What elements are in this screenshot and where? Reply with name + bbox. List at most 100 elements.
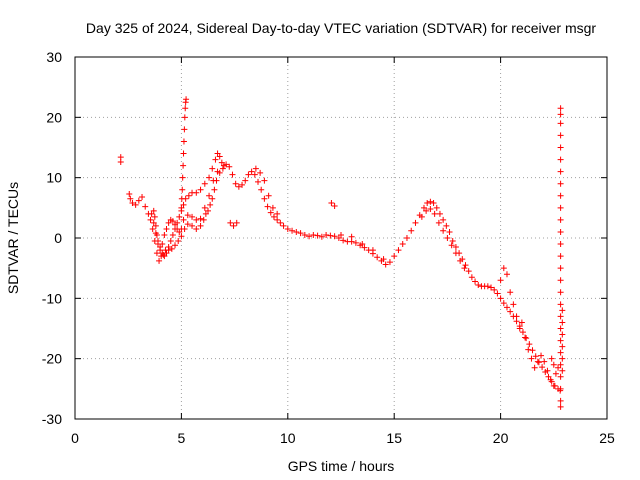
data-point bbox=[408, 228, 414, 234]
data-point bbox=[242, 178, 248, 184]
data-point bbox=[553, 371, 559, 377]
data-point bbox=[558, 404, 564, 410]
data-point bbox=[494, 291, 500, 297]
data-point bbox=[328, 200, 334, 206]
data-point bbox=[514, 313, 520, 319]
data-point bbox=[498, 295, 504, 301]
data-point bbox=[559, 307, 565, 313]
data-point bbox=[164, 226, 170, 232]
data-point bbox=[522, 335, 528, 341]
data-point bbox=[209, 166, 215, 172]
x-axis-label: GPS time / hours bbox=[288, 458, 395, 474]
data-point bbox=[538, 353, 544, 359]
data-point bbox=[211, 187, 217, 193]
data-point bbox=[255, 179, 261, 185]
data-point bbox=[249, 169, 255, 175]
data-point bbox=[152, 214, 158, 220]
data-point bbox=[126, 191, 132, 197]
data-point bbox=[453, 250, 459, 256]
data-point bbox=[349, 234, 355, 240]
data-point bbox=[274, 217, 280, 223]
data-point bbox=[139, 194, 145, 200]
data-point bbox=[434, 205, 440, 211]
data-point bbox=[558, 350, 564, 356]
y-tick-label: -10 bbox=[42, 290, 62, 306]
data-point bbox=[424, 200, 430, 206]
data-point bbox=[209, 196, 215, 202]
data-point bbox=[549, 356, 555, 362]
data-point bbox=[261, 196, 267, 202]
y-tick-label: -30 bbox=[42, 411, 62, 427]
data-point bbox=[258, 187, 264, 193]
chart: 0 5 10 15 20 25-30-20-100102030 Day 325 of 20… bbox=[0, 0, 640, 480]
data-point bbox=[461, 265, 467, 271]
data-point bbox=[210, 178, 216, 184]
x-tick-label: 10 bbox=[280, 430, 296, 446]
data-point bbox=[142, 204, 148, 210]
data-point bbox=[136, 198, 142, 204]
data-point bbox=[504, 271, 510, 277]
axis-ticks: 0 5 10 15 20 25-30-20-100102030 bbox=[42, 49, 615, 446]
data-point bbox=[252, 172, 258, 178]
data-point bbox=[257, 170, 263, 176]
data-point bbox=[504, 304, 510, 310]
data-point bbox=[558, 217, 564, 223]
data-point bbox=[427, 199, 433, 205]
data-point bbox=[277, 220, 283, 226]
data-point bbox=[234, 220, 240, 226]
data-point bbox=[265, 204, 271, 210]
data-point bbox=[281, 223, 287, 229]
data-point bbox=[558, 313, 564, 319]
data-point bbox=[507, 309, 513, 315]
data-point bbox=[507, 289, 513, 295]
data-point bbox=[520, 329, 526, 335]
data-point bbox=[558, 326, 564, 332]
data-point bbox=[558, 145, 564, 151]
y-axis-label: SDTVAR / TECUs bbox=[5, 182, 21, 294]
data-point bbox=[558, 265, 564, 271]
data-point bbox=[558, 120, 564, 126]
data-point bbox=[558, 398, 564, 404]
data-point bbox=[558, 229, 564, 235]
data-point bbox=[206, 193, 212, 199]
data-point bbox=[212, 157, 218, 163]
data-point bbox=[559, 356, 565, 362]
data-point bbox=[558, 105, 564, 111]
y-tick-label: -20 bbox=[42, 351, 62, 367]
data-point bbox=[181, 151, 187, 157]
data-point bbox=[193, 190, 199, 196]
data-point bbox=[207, 202, 213, 208]
x-tick-label: 5 bbox=[178, 430, 186, 446]
data-point bbox=[437, 211, 443, 217]
data-point bbox=[501, 300, 507, 306]
y-tick-label: 0 bbox=[54, 230, 62, 246]
data-point bbox=[485, 283, 491, 289]
data-point bbox=[202, 205, 208, 211]
data-point bbox=[271, 214, 277, 220]
data-point bbox=[475, 282, 481, 288]
data-point bbox=[558, 157, 564, 163]
data-point bbox=[558, 181, 564, 187]
y-tick-label: 10 bbox=[46, 170, 62, 186]
data-point bbox=[444, 235, 450, 241]
data-point bbox=[198, 223, 204, 229]
data-point bbox=[530, 347, 536, 353]
y-tick-label: 30 bbox=[46, 49, 62, 65]
x-tick-label: 0 bbox=[71, 430, 79, 446]
data-point bbox=[539, 364, 545, 370]
x-tick-label: 20 bbox=[493, 430, 509, 446]
data-point bbox=[198, 187, 204, 193]
data-point bbox=[172, 242, 178, 248]
data-point bbox=[154, 250, 160, 256]
data-point bbox=[440, 217, 446, 223]
data-point bbox=[559, 344, 565, 350]
data-point bbox=[193, 226, 199, 232]
data-point bbox=[450, 238, 456, 244]
data-point bbox=[558, 169, 564, 175]
y-tick-label: 20 bbox=[46, 109, 62, 125]
data-point bbox=[526, 341, 532, 347]
data-point bbox=[432, 211, 438, 217]
data-point bbox=[198, 216, 204, 222]
data-point bbox=[179, 187, 185, 193]
data-point bbox=[558, 193, 564, 199]
